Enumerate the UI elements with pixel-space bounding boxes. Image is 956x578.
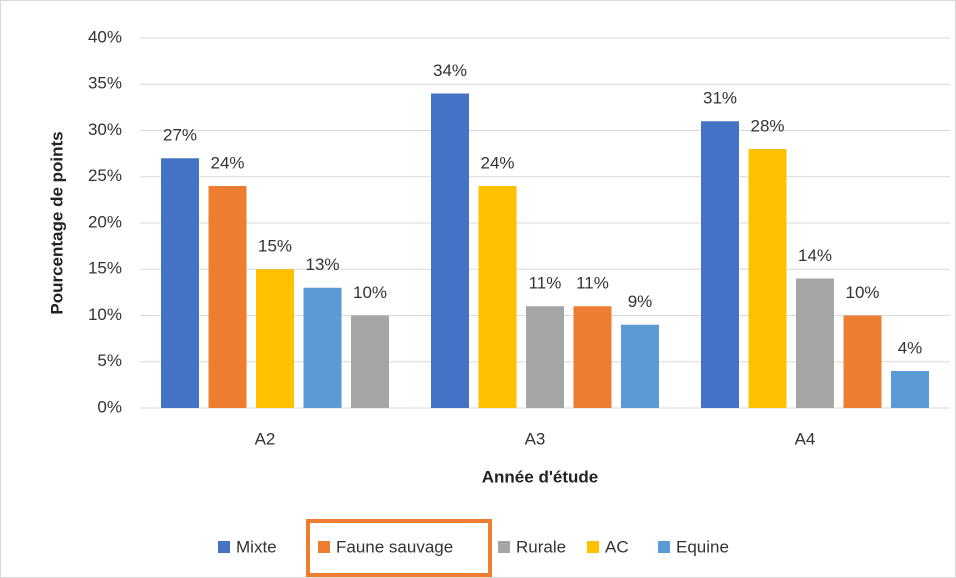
bar	[208, 186, 247, 408]
bar	[843, 315, 882, 408]
value-label: 13%	[305, 255, 339, 274]
bar	[621, 324, 659, 408]
legend-label: AC	[605, 537, 629, 556]
y-tick-label: 15%	[88, 259, 122, 278]
bar	[478, 186, 517, 408]
value-label: 28%	[750, 116, 784, 135]
value-label: 34%	[433, 61, 467, 80]
bar	[748, 149, 787, 408]
bar	[351, 315, 389, 408]
value-label: 9%	[628, 292, 653, 311]
value-label: 11%	[576, 274, 609, 293]
bar	[526, 306, 564, 408]
legend-label: Rurale	[516, 537, 566, 556]
y-tick-label: 30%	[88, 120, 122, 139]
value-label: 31%	[703, 89, 737, 108]
y-tick-label: 25%	[88, 166, 122, 185]
value-label: 11%	[529, 274, 562, 293]
bar	[256, 269, 294, 408]
legend-swatch	[587, 541, 599, 553]
y-tick-label: 5%	[97, 351, 122, 370]
bar	[161, 158, 199, 408]
value-label: 24%	[480, 153, 514, 172]
legend-swatch	[218, 541, 230, 553]
y-tick-label: 35%	[88, 74, 122, 93]
bar	[431, 93, 469, 408]
y-tick-label: 10%	[88, 305, 122, 324]
y-axis-title: Pourcentage de points	[47, 131, 66, 314]
value-label: 4%	[898, 338, 923, 357]
bar	[303, 287, 342, 408]
x-axis-title: Année d'étude	[482, 467, 598, 486]
legend-swatch	[658, 541, 670, 553]
legend-swatch	[318, 541, 330, 553]
value-label: 10%	[845, 283, 879, 302]
y-tick-label: 0%	[97, 397, 122, 416]
legend-label: Mixte	[236, 537, 277, 556]
x-tick-label: A4	[795, 429, 816, 448]
legend-label: Equine	[676, 537, 729, 556]
bar	[891, 371, 929, 408]
value-label: 14%	[798, 246, 832, 265]
value-label: 24%	[210, 153, 244, 172]
x-tick-label: A3	[525, 429, 546, 448]
legend-label: Faune sauvage	[336, 537, 453, 556]
x-tick-label: A2	[255, 429, 276, 448]
y-tick-label: 40%	[88, 27, 122, 46]
legend-swatch	[498, 541, 510, 553]
value-label: 10%	[353, 283, 387, 302]
highlight-box	[306, 519, 492, 577]
bar	[701, 121, 739, 408]
bar	[573, 306, 612, 408]
y-tick-label: 20%	[88, 212, 122, 231]
value-label: 27%	[163, 126, 197, 145]
value-label: 15%	[258, 237, 292, 256]
bar	[796, 278, 834, 408]
